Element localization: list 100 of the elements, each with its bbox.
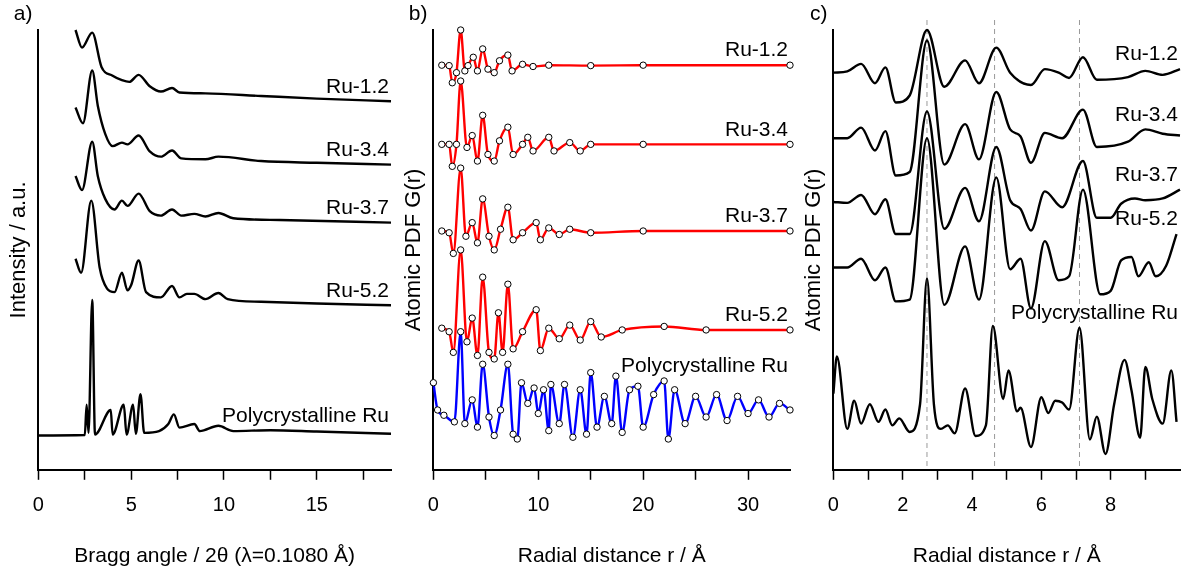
point [524,399,532,408]
point [576,147,584,155]
point [786,140,794,149]
point [566,138,574,147]
x-tick-label: 10 [212,493,236,516]
point [433,406,442,414]
point [582,430,591,438]
point [479,45,487,53]
point [660,377,668,385]
x-tick-label: 0 [827,493,839,516]
point [566,225,574,233]
series-label: Ru-1.2 [325,73,389,97]
x-tick-label: 5 [125,493,137,516]
point [530,384,538,392]
series-label: Ru-3.7 [1114,161,1178,185]
x-tick-label: 4 [966,493,978,516]
point [429,379,438,387]
series-label: Ru-3.7 [325,194,389,218]
point [639,227,647,235]
x-tick-label: 6 [1035,493,1047,516]
point [504,51,512,59]
series-label: Ru-1.2 [724,37,788,61]
chart-title: c) [809,1,828,25]
point [449,348,458,357]
chart-title: b) [408,1,428,25]
point [569,433,577,441]
point [490,157,498,165]
point [504,280,512,288]
y-axis-title: Atomic PDF G(r) [400,168,426,332]
point [600,392,609,401]
point [532,306,540,314]
point [517,379,526,387]
point [456,246,465,254]
point [448,79,456,87]
series-label: Ru-5.2 [325,277,389,301]
point [532,218,540,227]
point [448,162,456,171]
point [452,68,461,77]
point [786,61,794,69]
x-axis-title: Radial distance r / Å [517,543,706,567]
point [479,111,487,120]
point [509,345,517,353]
series-label: Ru-5.2 [1114,206,1178,230]
point [494,309,503,317]
point [518,60,527,68]
point [490,68,498,77]
point [468,396,476,404]
point [485,413,493,421]
point [504,360,512,368]
point [587,61,595,70]
point [587,368,595,377]
x-tick-label: 8 [1105,493,1117,516]
point [473,423,482,431]
point [593,423,601,431]
point [462,232,470,240]
x-tick-label: 20 [632,493,655,516]
series-label: Ru-3.4 [325,136,390,160]
point [438,227,446,235]
point [518,140,527,149]
point [670,386,679,394]
point [545,426,553,435]
series-label: Polycrystalline Ru [621,353,788,377]
point [504,203,512,211]
point [566,321,574,329]
point [786,326,794,334]
point [639,61,647,69]
point [518,328,527,336]
chart-title: a) [13,1,33,25]
point [490,431,498,440]
point [484,65,492,73]
point [440,411,448,419]
point [445,328,453,336]
point [452,140,461,149]
point [775,399,784,408]
point [786,406,794,414]
point [587,317,595,326]
point [545,61,553,69]
point [587,140,595,149]
point [461,419,469,428]
point [545,224,553,232]
point [473,67,482,75]
point [744,409,752,418]
point [576,336,584,344]
point [445,61,453,70]
series-label: Ru-5.2 [724,302,788,326]
series-label: Polycrystalline Ru [1011,300,1178,324]
point [786,227,794,235]
point [691,392,700,401]
point [468,218,476,227]
point [438,324,446,332]
point [524,133,532,142]
point [479,360,487,368]
point [539,386,548,394]
point [496,225,505,233]
point [490,355,498,363]
point [473,351,482,360]
y-axis-title: Atomic PDF G(r) [800,168,826,332]
point [495,57,504,65]
x-tick-label: 15 [305,493,328,516]
point [445,229,453,237]
